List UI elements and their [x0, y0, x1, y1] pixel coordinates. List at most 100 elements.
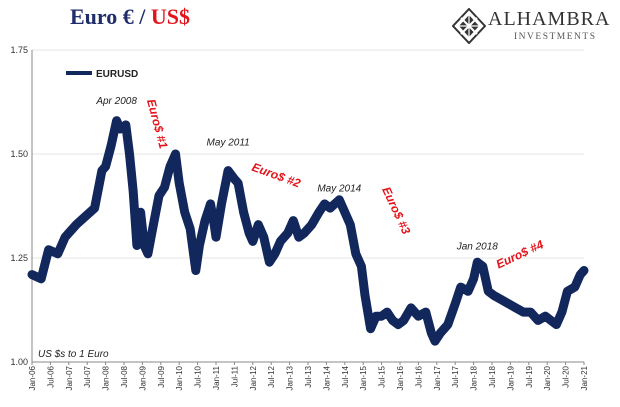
annotation-date: Jan 2018: [456, 242, 499, 253]
x-tick-label: Jul-12: [267, 365, 276, 387]
data-point: [132, 190, 135, 193]
annotation-date: May 2011: [207, 138, 250, 149]
data-point: [273, 252, 277, 255]
data-point: [198, 244, 201, 247]
x-tick-label: Jan-07: [65, 365, 74, 390]
data-point: [303, 231, 306, 235]
data-point: [203, 219, 207, 222]
data-point: [374, 315, 378, 318]
y-tick-label: 1.25: [10, 253, 28, 263]
x-tick-label: Jul-06: [46, 365, 55, 387]
data-point: [391, 319, 394, 322]
x-tick-label: Jan-06: [28, 365, 37, 390]
data-point: [424, 310, 427, 314]
data-point: [417, 315, 420, 318]
logo-subtitle: INVESTMENTS: [514, 32, 597, 42]
chart-title: Euro € / US$: [70, 4, 190, 30]
data-point: [433, 340, 437, 343]
annotation-date: May 2014: [317, 183, 361, 194]
data-point: [247, 231, 251, 235]
y-tick-label: 1.75: [10, 45, 28, 55]
data-point: [492, 294, 495, 297]
data-point: [481, 265, 484, 268]
data-point: [544, 315, 547, 318]
data-point: [236, 181, 240, 185]
data-point: [459, 285, 462, 289]
data-point: [119, 127, 122, 131]
x-tick-label: Jan-20: [543, 365, 552, 390]
x-tick-label: Jul-07: [83, 365, 92, 387]
data-point: [178, 181, 181, 185]
data-point: [385, 310, 389, 314]
x-tick-label: Jan-09: [138, 365, 147, 390]
data-point: [226, 169, 230, 172]
data-point: [109, 144, 113, 147]
x-tick-label: Jan-12: [249, 365, 258, 390]
x-tick-label: Jan-11: [212, 365, 221, 389]
data-point: [560, 310, 564, 314]
axis-note: US $s to 1 Euro: [38, 349, 109, 360]
data-point: [93, 206, 96, 210]
chart-title-part2: US$: [150, 4, 191, 29]
data-point: [472, 277, 475, 280]
data-point: [75, 223, 78, 226]
data-point: [529, 310, 532, 314]
data-point: [476, 261, 479, 264]
data-point: [174, 152, 177, 156]
data-point: [323, 202, 326, 206]
x-tick-label: Jan-17: [433, 365, 442, 390]
data-point: [63, 236, 67, 239]
data-point: [566, 290, 569, 293]
x-tick-label: Jul-18: [488, 365, 497, 387]
series-layer: [27, 116, 589, 346]
data-point: [549, 319, 553, 322]
data-point: [286, 231, 289, 235]
x-axis-ticks: Jan-06 Jul-06 Jan-07 Jul-07 Jan-08 Jul-08 Jan-…: [28, 362, 589, 390]
data-point: [268, 261, 271, 264]
x-tick-label: Jan-21: [580, 365, 589, 390]
data-point: [139, 211, 142, 214]
data-point: [30, 273, 34, 276]
y-tick-label: 1.00: [10, 357, 28, 367]
data-point: [409, 306, 413, 310]
data-point: [439, 331, 442, 335]
data-point: [487, 290, 490, 293]
annotation-euro-dollar: Euro$ #3: [379, 185, 413, 237]
annotation-date: Apr 2008: [95, 96, 137, 107]
data-point: [194, 269, 197, 272]
data-point: [328, 206, 332, 210]
legend-label: EURUSD: [96, 69, 138, 80]
data-point: [135, 244, 139, 247]
data-point: [317, 211, 321, 214]
data-point: [168, 165, 172, 168]
x-tick-label: Jan-14: [322, 365, 331, 390]
data-point: [152, 223, 155, 226]
x-tick-label: Jul-15: [378, 365, 387, 387]
x-tick-label: Jul-08: [120, 365, 129, 387]
data-point: [47, 248, 50, 251]
annotation-euro-dollar: Euro$ #4: [494, 237, 546, 271]
data-point: [115, 119, 118, 122]
x-tick-label: Jul-20: [562, 365, 571, 387]
data-point: [522, 310, 525, 314]
x-tick-label: Jan-19: [506, 365, 515, 390]
x-tick-label: Jul-19: [525, 365, 534, 387]
data-point: [500, 298, 503, 301]
data-point: [536, 319, 540, 322]
data-point: [220, 202, 223, 206]
data-point: [183, 211, 186, 214]
x-tick-label: Jan-10: [175, 365, 184, 390]
x-tick-label: Jul-16: [414, 365, 423, 387]
data-point: [128, 152, 131, 156]
data-point: [297, 236, 300, 239]
data-point: [40, 277, 43, 280]
x-tick-label: Jan-15: [359, 365, 368, 390]
data-point: [262, 236, 265, 239]
data-point: [233, 177, 236, 181]
data-point: [380, 315, 383, 318]
data-point: [146, 252, 150, 255]
data-point: [209, 202, 212, 206]
x-tick-label: Jan-08: [102, 365, 111, 390]
data-point: [213, 223, 216, 226]
data-point: [189, 227, 192, 231]
